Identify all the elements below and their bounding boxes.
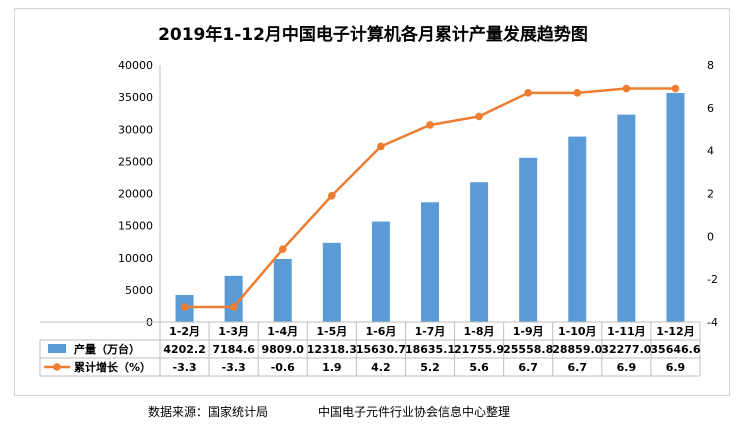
line-point [622,84,631,93]
line-point [426,121,434,129]
category-label: 1-8月 [464,325,495,338]
y-right-tick-label: 8 [707,59,714,72]
category-label: 1-6月 [365,325,396,338]
bar-value-label: 35646.6 [650,343,700,356]
bar-value-label: 21755.9 [454,343,504,356]
bar [519,157,538,322]
line-point [524,89,532,97]
bar-value-label: 18635.1 [405,343,455,356]
y-right-tick-label: 4 [707,145,714,158]
line-point [671,84,680,93]
category-label: 1-11月 [607,325,646,338]
bar-value-label: 32277.0 [601,343,651,356]
bar [470,182,489,322]
bar [666,92,685,322]
y-left-tick-label: 10000 [118,252,153,265]
line-value-label: -0.6 [271,361,295,374]
line-point [377,142,385,151]
bar-value-label: 7184.6 [212,343,255,356]
line-point [328,191,336,200]
line-point [278,245,287,253]
y-left-tick-label: 30000 [118,123,153,136]
y-left-tick-label: 35000 [118,91,153,104]
category-label: 1-3月 [218,325,249,338]
line-point [229,303,238,311]
y-left-tick-label: 15000 [118,220,153,233]
line-value-label: 6.7 [518,361,538,374]
organizer-note: 中国电子元件行业协会信息中心整理 [318,405,511,419]
bar-value-label: 4202.2 [163,343,205,356]
bar [568,136,587,322]
legend-line-marker [53,363,61,371]
bar [224,275,243,322]
bar [371,221,390,322]
y-left-tick-label: 20000 [118,188,153,201]
y-right-tick-label: -2 [707,273,718,286]
line-point [573,89,582,97]
line-value-label: 1.9 [322,361,342,374]
y-right-tick-label: -4 [707,316,718,329]
y-left-tick-label: 25000 [118,155,153,168]
line-value-label: 5.2 [420,361,440,374]
y-left-tick-label: 40000 [118,59,153,72]
category-label: 1-5月 [316,325,347,338]
bar-value-label: 9809.0 [262,343,305,356]
category-label: 1-10月 [558,325,597,338]
chart-frame [14,8,730,396]
bar [617,114,636,323]
category-label: 1-7月 [415,325,446,338]
line-point [475,112,483,121]
legend-bar-key [48,344,66,353]
y-right-tick-label: 2 [707,188,714,201]
bar-value-label: 12318.3 [307,343,357,356]
bar-value-label: 25558.8 [503,343,553,356]
line-point [180,303,189,311]
line-value-label: 4.2 [371,361,391,374]
y-right-tick-label: 0 [707,230,714,243]
line-value-label: 6.9 [666,361,686,374]
line-value-label: -3.3 [173,361,197,374]
line-value-label: -3.3 [222,361,246,374]
category-label: 1-12月 [656,325,695,338]
bar [322,242,341,322]
legend-line-label: 累计增长（%） [74,360,151,374]
category-label: 1-4月 [267,325,298,338]
legend-bar-label: 产量（万台） [74,342,140,356]
bar [421,202,439,322]
line-value-label: 6.9 [617,361,637,374]
y-left-tick-label: 5000 [125,284,153,297]
chart-title: 2019年1-12月中国电子计算机各月累计产量发展趋势图 [158,25,588,45]
bar-value-label: 28859.0 [552,343,602,356]
source-note: 数据来源：国家统计局 [148,405,269,419]
bar-value-label: 15630.7 [356,343,406,356]
category-label: 1-2月 [169,325,200,338]
bar [273,258,292,322]
category-label: 1-9月 [513,325,544,338]
y-right-tick-label: 6 [707,102,714,115]
line-value-label: 6.7 [568,361,588,374]
line-value-label: 5.6 [469,361,489,374]
